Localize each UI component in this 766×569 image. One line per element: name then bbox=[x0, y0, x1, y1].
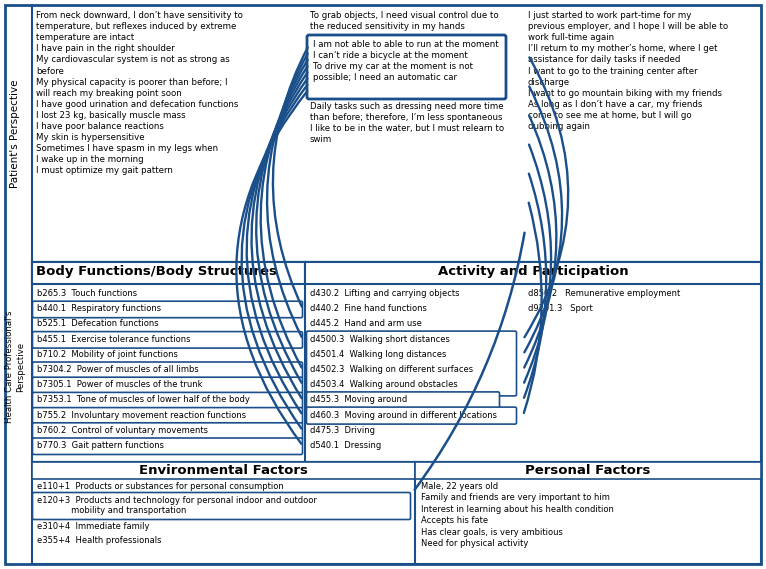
FancyBboxPatch shape bbox=[32, 493, 411, 519]
Text: I just started to work part-time for my
previous employer, and I hope I will be : I just started to work part-time for my … bbox=[528, 11, 728, 131]
FancyBboxPatch shape bbox=[306, 407, 516, 424]
FancyBboxPatch shape bbox=[32, 462, 761, 564]
Text: Daily tasks such as dressing need more time
than before; therefore, I’m less spo: Daily tasks such as dressing need more t… bbox=[310, 102, 504, 145]
FancyBboxPatch shape bbox=[32, 262, 761, 462]
FancyBboxPatch shape bbox=[32, 362, 303, 378]
Text: Activity and Participation: Activity and Participation bbox=[437, 265, 628, 278]
Text: b770.3  Gait pattern functions: b770.3 Gait pattern functions bbox=[37, 441, 164, 450]
FancyBboxPatch shape bbox=[415, 462, 761, 479]
Text: b455.1  Exercise tolerance functions: b455.1 Exercise tolerance functions bbox=[37, 335, 191, 344]
Text: d850.2   Remunerative employment: d850.2 Remunerative employment bbox=[528, 289, 680, 298]
Text: b7353.1  Tone of muscles of lower half of the body: b7353.1 Tone of muscles of lower half of… bbox=[37, 395, 250, 405]
Text: d4501.4  Walking long distances: d4501.4 Walking long distances bbox=[310, 350, 447, 359]
Text: Personal Factors: Personal Factors bbox=[525, 464, 650, 477]
Text: e110+1  Products or substances for personal consumption: e110+1 Products or substances for person… bbox=[37, 482, 283, 491]
Text: d460.3  Moving around in different locations: d460.3 Moving around in different locati… bbox=[310, 411, 497, 419]
Text: Patient's Perspective: Patient's Perspective bbox=[10, 79, 20, 188]
FancyBboxPatch shape bbox=[32, 393, 303, 409]
Text: d4502.3  Walking on different surfaces: d4502.3 Walking on different surfaces bbox=[310, 365, 473, 374]
Text: b440.1  Respiratory functions: b440.1 Respiratory functions bbox=[37, 304, 161, 313]
Text: b525.1  Defecation functions: b525.1 Defecation functions bbox=[37, 319, 159, 328]
Text: Body Functions/Body Structures: Body Functions/Body Structures bbox=[36, 265, 277, 278]
FancyBboxPatch shape bbox=[306, 331, 516, 396]
Text: Environmental Factors: Environmental Factors bbox=[139, 464, 308, 477]
Text: b755.2  Involuntary movement reaction functions: b755.2 Involuntary movement reaction fun… bbox=[37, 411, 246, 419]
FancyBboxPatch shape bbox=[32, 438, 303, 455]
Text: Male, 22 years old
Family and friends are very important to him
Interest in lear: Male, 22 years old Family and friends ar… bbox=[421, 482, 614, 549]
Text: To grab objects, I need visual control due to
the reduced sensitivity in my hand: To grab objects, I need visual control d… bbox=[310, 11, 499, 31]
Text: b7304.2  Power of muscles of all limbs: b7304.2 Power of muscles of all limbs bbox=[37, 365, 198, 374]
FancyBboxPatch shape bbox=[32, 423, 303, 439]
Text: e355+4  Health professionals: e355+4 Health professionals bbox=[37, 536, 162, 545]
Text: d455.3  Moving around: d455.3 Moving around bbox=[310, 395, 408, 405]
Text: b265.3  Touch functions: b265.3 Touch functions bbox=[37, 289, 137, 298]
Text: b710.2  Mobility of joint functions: b710.2 Mobility of joint functions bbox=[37, 350, 178, 359]
Text: Health Care Professional's
Perspective: Health Care Professional's Perspective bbox=[5, 311, 25, 423]
FancyBboxPatch shape bbox=[5, 5, 761, 564]
FancyBboxPatch shape bbox=[307, 35, 506, 99]
Text: d475.3  Driving: d475.3 Driving bbox=[310, 426, 375, 435]
FancyBboxPatch shape bbox=[32, 462, 415, 479]
FancyBboxPatch shape bbox=[32, 407, 303, 424]
FancyBboxPatch shape bbox=[305, 262, 761, 284]
FancyBboxPatch shape bbox=[306, 392, 499, 409]
Text: d4500.3  Walking short distances: d4500.3 Walking short distances bbox=[310, 335, 450, 344]
Text: I am not able to able to run at the moment
I can’t ride a bicycle at the moment
: I am not able to able to run at the mome… bbox=[313, 40, 499, 83]
FancyBboxPatch shape bbox=[32, 377, 303, 394]
Text: b760.2  Control of voluntary movements: b760.2 Control of voluntary movements bbox=[37, 426, 208, 435]
Text: e310+4  Immediate family: e310+4 Immediate family bbox=[37, 522, 149, 531]
Text: e120+3  Products and technology for personal indoor and outdoor
             mob: e120+3 Products and technology for perso… bbox=[37, 496, 317, 516]
Text: d4503.4  Walking around obstacles: d4503.4 Walking around obstacles bbox=[310, 380, 458, 389]
FancyBboxPatch shape bbox=[32, 301, 303, 318]
Text: d445.2  Hand and arm use: d445.2 Hand and arm use bbox=[310, 319, 422, 328]
Text: d430.2  Lifting and carrying objects: d430.2 Lifting and carrying objects bbox=[310, 289, 460, 298]
FancyBboxPatch shape bbox=[32, 332, 303, 348]
FancyBboxPatch shape bbox=[32, 262, 305, 284]
Text: d9201.3   Sport: d9201.3 Sport bbox=[528, 304, 593, 313]
Text: From neck downward, I don’t have sensitivity to
temperature, but reflexes induce: From neck downward, I don’t have sensiti… bbox=[36, 11, 243, 175]
Text: d540.1  Dressing: d540.1 Dressing bbox=[310, 441, 381, 450]
Text: b7305.1  Power of muscles of the trunk: b7305.1 Power of muscles of the trunk bbox=[37, 380, 202, 389]
Text: d440.2  Fine hand functions: d440.2 Fine hand functions bbox=[310, 304, 427, 313]
